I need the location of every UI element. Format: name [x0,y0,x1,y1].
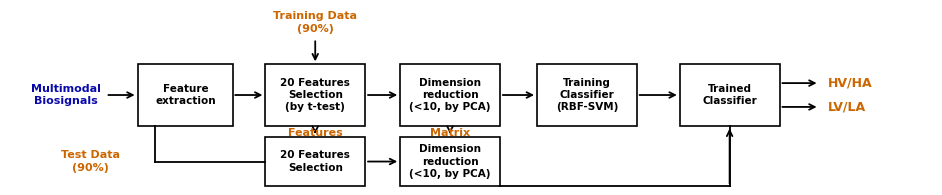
Text: Test Data
(90%): Test Data (90%) [61,150,120,173]
Text: 20 Features
Selection
(by t-test): 20 Features Selection (by t-test) [281,78,350,113]
Text: Matrix: Matrix [430,128,470,138]
Text: Features: Features [288,128,343,138]
Text: Training
Classifier
(RBF-SVM): Training Classifier (RBF-SVM) [556,78,618,113]
Text: LV/LA: LV/LA [827,100,866,113]
Text: HV/HA: HV/HA [827,77,872,90]
Bar [138,64,233,126]
Bar [680,64,780,126]
Text: 20 Features
Selection: 20 Features Selection [281,150,350,173]
Text: Dimension
reduction
(<10, by PCA): Dimension reduction (<10, by PCA) [409,78,491,113]
Bar [266,137,365,186]
Text: Training Data
(90%): Training Data (90%) [273,11,357,34]
Text: Trained
Classifier: Trained Classifier [702,84,757,106]
Text: Dimension
reduction
(<10, by PCA): Dimension reduction (<10, by PCA) [409,144,491,179]
Bar [537,64,637,126]
Bar [400,64,500,126]
Bar [266,64,365,126]
Text: Multimodal
Biosignals: Multimodal Biosignals [31,84,101,106]
Bar [400,137,500,186]
Text: Feature
extraction: Feature extraction [155,84,216,106]
